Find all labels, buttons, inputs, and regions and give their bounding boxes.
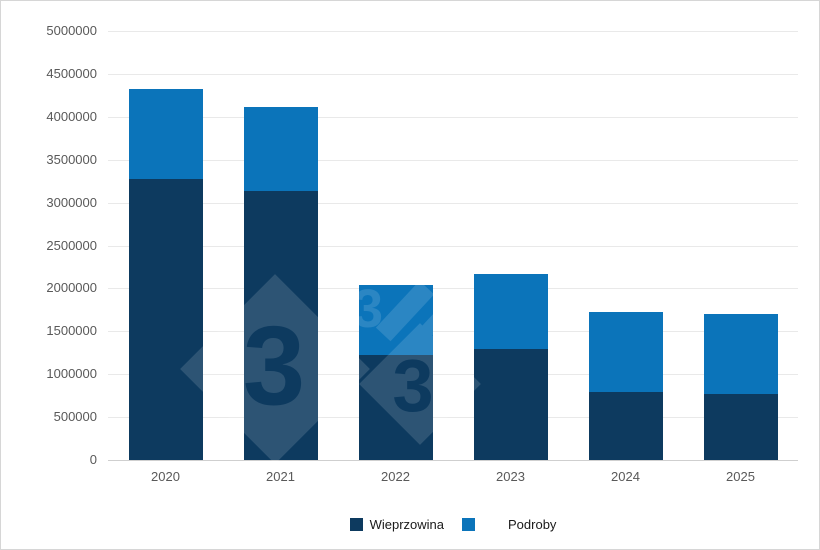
y-axis-tick-label: 3000000 [46, 194, 97, 210]
bar-segment-wieprzowina [703, 393, 778, 460]
plot-area [108, 31, 798, 461]
legend-swatch-podroby [462, 517, 475, 531]
x-axis-line [108, 460, 798, 461]
y-axis-tick-label: 1500000 [46, 323, 97, 339]
legend: Wieprzowina Podroby [108, 513, 798, 535]
gridline [108, 245, 798, 247]
x-axis-label: 2025 [726, 469, 755, 484]
bar-segment-podroby [588, 312, 663, 393]
bar-segment-podroby [358, 284, 433, 356]
x-axis-label: 2022 [381, 469, 410, 484]
x-axis-label: 2023 [496, 469, 525, 484]
gridline [108, 31, 798, 32]
bar-segment-wieprzowina [358, 355, 433, 460]
gridline [108, 116, 798, 118]
bar-segment-wieprzowina [128, 178, 203, 460]
gridline [108, 73, 798, 75]
bar-segment-podroby [473, 273, 548, 350]
bar-segment-podroby [128, 89, 203, 179]
y-axis-tick-label: 4000000 [46, 108, 97, 124]
y-axis-tick-label: 2000000 [46, 280, 97, 296]
gridline [108, 374, 798, 376]
gridline [108, 331, 798, 333]
bar-segment-wieprzowina [473, 349, 548, 460]
y-axis-tick-label: 1000000 [46, 366, 97, 382]
bar-segment-wieprzowina [588, 392, 663, 460]
y-axis-tick-label: 500000 [53, 409, 97, 425]
y-axis-tick-label: 4500000 [46, 65, 97, 81]
x-axis-label: 2021 [266, 469, 295, 484]
legend-label-podroby: Podroby [508, 516, 557, 532]
gridline [108, 202, 798, 204]
x-axis-label: 2024 [611, 469, 640, 484]
bar-segment-wieprzowina [243, 190, 318, 460]
legend-label-wieprzowina: Wieprzowina [369, 516, 444, 532]
x-axis-label: 2020 [151, 469, 180, 484]
bar-segment-podroby [243, 107, 318, 191]
y-axis-tick-label: 0 [89, 452, 97, 467]
y-axis-tick-label: 5000000 [46, 23, 97, 38]
y-axis-tick-label: 2500000 [46, 237, 97, 253]
bar-segment-podroby [703, 314, 778, 394]
y-axis-tick-label: 3500000 [46, 151, 97, 167]
legend-swatch-wieprzowina [349, 517, 363, 531]
gridline [108, 288, 798, 290]
gridline [108, 159, 798, 161]
gridline [108, 417, 798, 419]
